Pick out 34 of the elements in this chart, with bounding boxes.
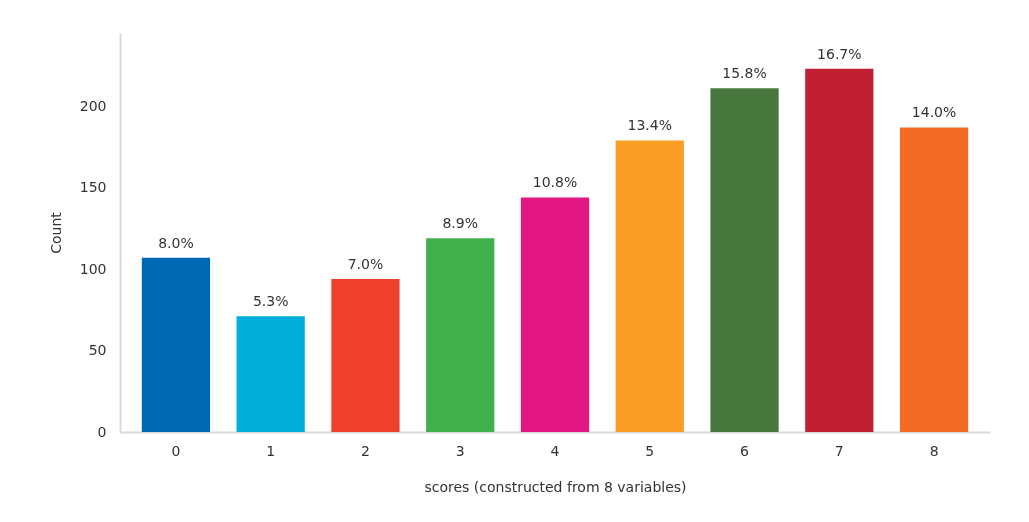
annotation: 13.4% [627, 117, 673, 134]
x-tick-label: 7 [834, 442, 844, 459]
bar [615, 140, 684, 432]
annotation: 8.9% [442, 215, 479, 232]
y-tick-label: 200 [79, 97, 107, 114]
annotation: 8.0% [158, 234, 194, 251]
y-tick-label: 50 [88, 342, 107, 359]
x-tick-label: 0 [171, 442, 181, 459]
annotation: 16.7% [817, 45, 862, 62]
bar [426, 238, 495, 432]
annotation: 7.0% [347, 255, 384, 272]
x-tick-label: 5 [645, 442, 655, 459]
x-tick-label: 4 [550, 442, 560, 459]
x-tick-label: 3 [455, 442, 465, 459]
bar [141, 257, 211, 432]
bar [710, 88, 779, 432]
bar [331, 278, 400, 432]
x-axis-title: scores (constructed from 8 variables) [424, 478, 687, 495]
annotation: 14.0% [911, 104, 957, 121]
annotation: 15.8% [722, 65, 767, 82]
annotation: 5.3% [252, 293, 289, 310]
bar [236, 316, 305, 432]
bar [520, 197, 590, 432]
bar [805, 68, 874, 432]
x-tick-label: 8 [929, 442, 939, 459]
bar [899, 127, 969, 432]
annotation: 10.8% [532, 174, 578, 191]
x-tick-label: 6 [740, 442, 750, 459]
y-axis-title: Count [47, 211, 64, 254]
x-tick-label: 2 [361, 442, 370, 459]
y-tick-label: 0 [97, 423, 107, 440]
x-tick-label: 1 [266, 442, 276, 459]
y-tick-label: 100 [79, 260, 107, 277]
y-tick-label: 150 [79, 179, 107, 196]
